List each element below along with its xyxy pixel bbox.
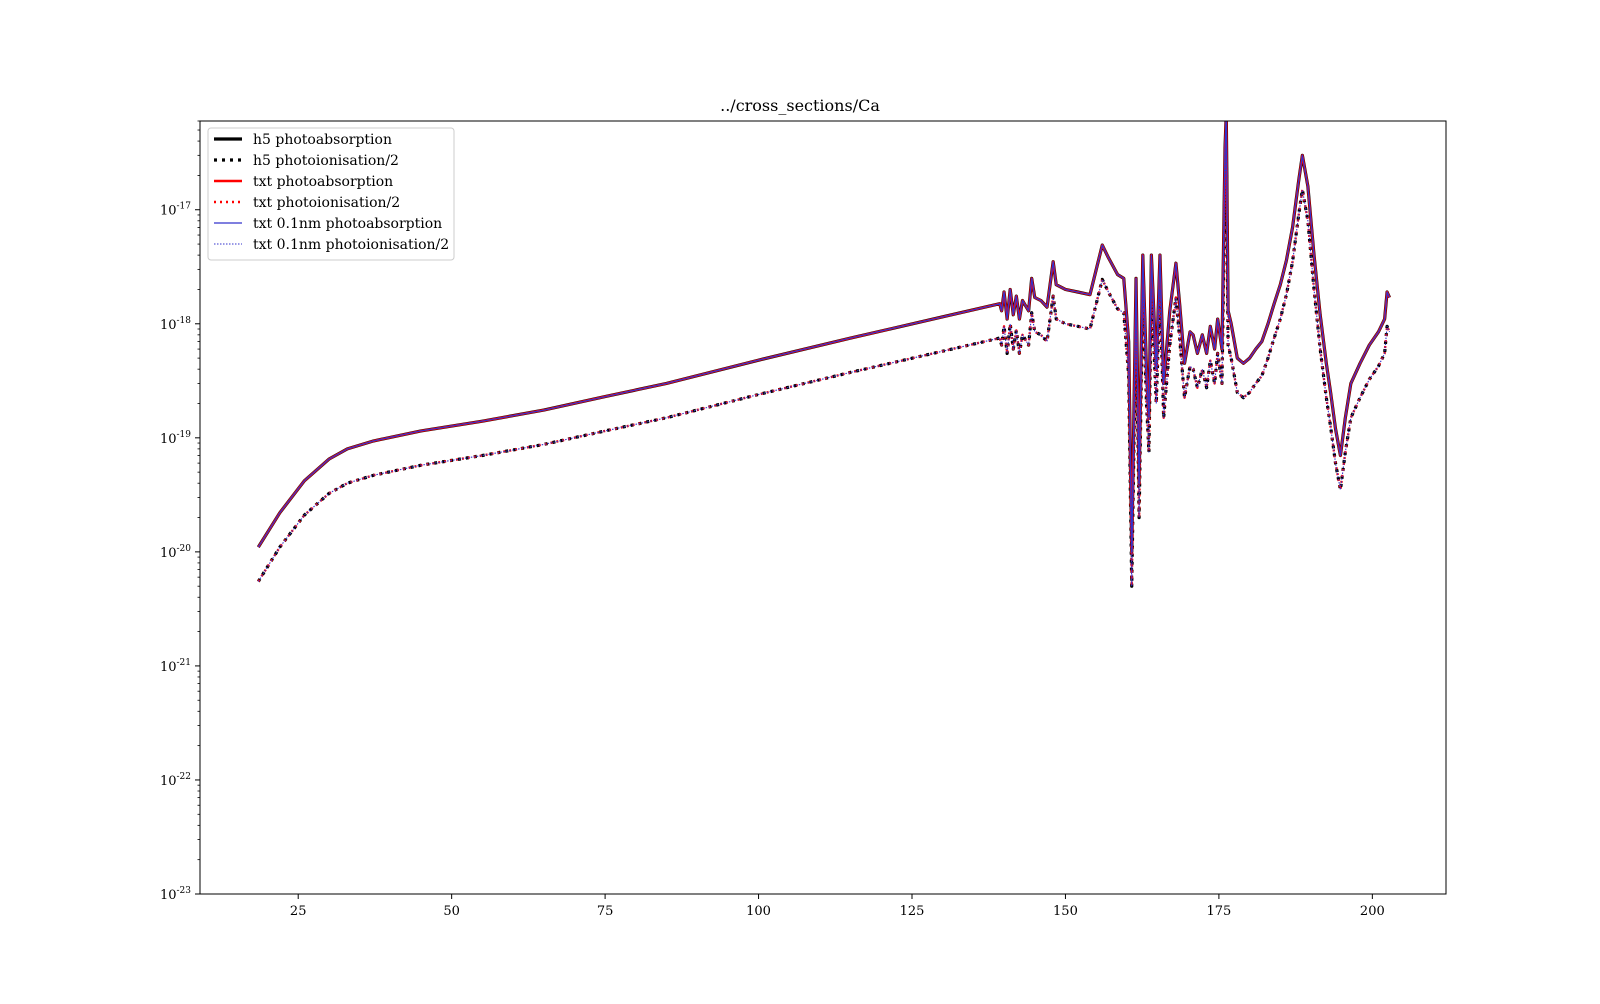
x-tick-label: 100 [746, 904, 771, 919]
y-tick-label: 10-21 [160, 658, 191, 675]
x-tick-label: 150 [1053, 904, 1078, 919]
legend-box [207, 127, 455, 261]
x-tick-label: 175 [1206, 904, 1231, 919]
legend-label: h5 photoionisation/2 [253, 153, 399, 169]
y-tick-label: 10-23 [160, 886, 191, 903]
y-tick-label: 10-17 [160, 202, 191, 219]
axes-frame [199, 120, 1447, 895]
legend-label: txt 0.1nm photoabsorption [253, 216, 442, 232]
y-tick-label: 10-22 [160, 772, 191, 789]
x-axis-ticks: 25 50 75 100 125 150 175 200 [290, 894, 1385, 919]
y-tick-label: 10-20 [160, 544, 191, 561]
x-tick-label: 200 [1360, 904, 1385, 919]
x-tick-label: 50 [443, 904, 460, 919]
y-tick-label: 10-18 [160, 316, 191, 333]
x-tick-label: 25 [290, 904, 307, 919]
y-tick-label: 10-19 [160, 430, 191, 447]
series-line-3 [257, 146, 1391, 588]
x-tick-label: 75 [597, 904, 614, 919]
series-line-5 [257, 147, 1391, 587]
y-axis-ticks: 10-23 10-22 10-21 10-20 10-19 10-18 10-17 [160, 120, 200, 903]
x-tick-label: 125 [900, 904, 925, 919]
legend-label: txt 0.1nm photoionisation/2 [253, 237, 449, 253]
legend-label: txt photoionisation/2 [253, 195, 400, 211]
series-layer [256, 121, 1391, 588]
legend-label: txt photoabsorption [253, 174, 393, 190]
legend: h5 photoabsorption h5 photoionisation/2 tx… [207, 127, 455, 261]
legend-label: h5 photoabsorption [253, 132, 392, 148]
series-line-4 [257, 121, 1391, 553]
chart-title: ../cross_sections/Ca [720, 96, 880, 115]
